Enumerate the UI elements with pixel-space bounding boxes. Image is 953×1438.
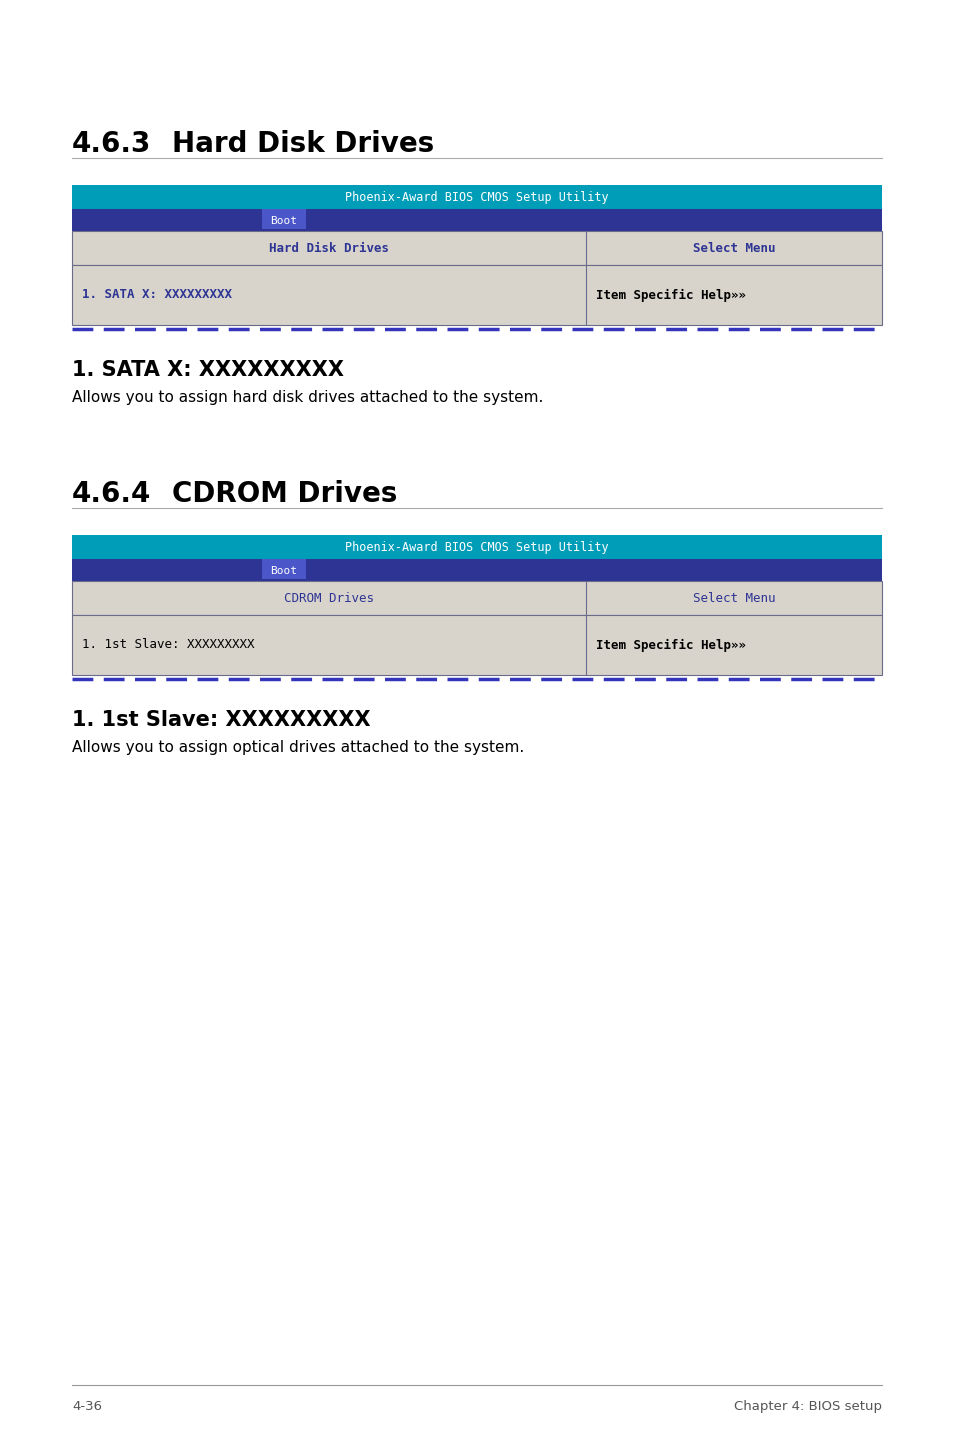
Text: CDROM Drives: CDROM Drives <box>284 591 374 604</box>
Text: CDROM Drives: CDROM Drives <box>172 480 397 508</box>
Text: Select Menu: Select Menu <box>692 242 775 255</box>
Text: Boot: Boot <box>271 216 297 226</box>
Text: Hard Disk Drives: Hard Disk Drives <box>269 242 389 255</box>
Bar <box>71 535 882 559</box>
Text: Item Specific Help»»: Item Specific Help»» <box>596 638 745 651</box>
Text: 1. SATA X: XXXXXXXXX: 1. SATA X: XXXXXXXXX <box>82 289 232 302</box>
Text: 1. 1st Slave: XXXXXXXXX: 1. 1st Slave: XXXXXXXXX <box>82 638 254 651</box>
Text: Select Menu: Select Menu <box>692 591 775 604</box>
Bar <box>71 265 882 325</box>
Text: Chapter 4: BIOS setup: Chapter 4: BIOS setup <box>733 1401 882 1414</box>
Text: Hard Disk Drives: Hard Disk Drives <box>172 129 434 158</box>
Text: Allows you to assign hard disk drives attached to the system.: Allows you to assign hard disk drives at… <box>71 390 543 406</box>
Bar <box>71 209 882 232</box>
Text: Phoenix-Award BIOS CMOS Setup Utility: Phoenix-Award BIOS CMOS Setup Utility <box>345 190 608 204</box>
Bar <box>71 581 882 615</box>
Text: 1. 1st Slave: XXXXXXXXX: 1. 1st Slave: XXXXXXXXX <box>71 710 370 731</box>
Text: Phoenix-Award BIOS CMOS Setup Utility: Phoenix-Award BIOS CMOS Setup Utility <box>345 541 608 554</box>
Text: Item Specific Help»»: Item Specific Help»» <box>596 289 745 302</box>
Text: Allows you to assign optical drives attached to the system.: Allows you to assign optical drives atta… <box>71 741 524 755</box>
Text: 1. SATA X: XXXXXXXXX: 1. SATA X: XXXXXXXXX <box>71 360 344 380</box>
Bar <box>262 209 306 229</box>
Bar <box>71 186 882 209</box>
Bar <box>71 559 882 581</box>
Text: 4.6.3: 4.6.3 <box>71 129 152 158</box>
Text: 4-36: 4-36 <box>71 1401 102 1414</box>
Bar <box>262 559 306 580</box>
Text: Boot: Boot <box>271 567 297 577</box>
Bar <box>71 615 882 674</box>
Bar <box>71 232 882 265</box>
Text: 4.6.4: 4.6.4 <box>71 480 152 508</box>
